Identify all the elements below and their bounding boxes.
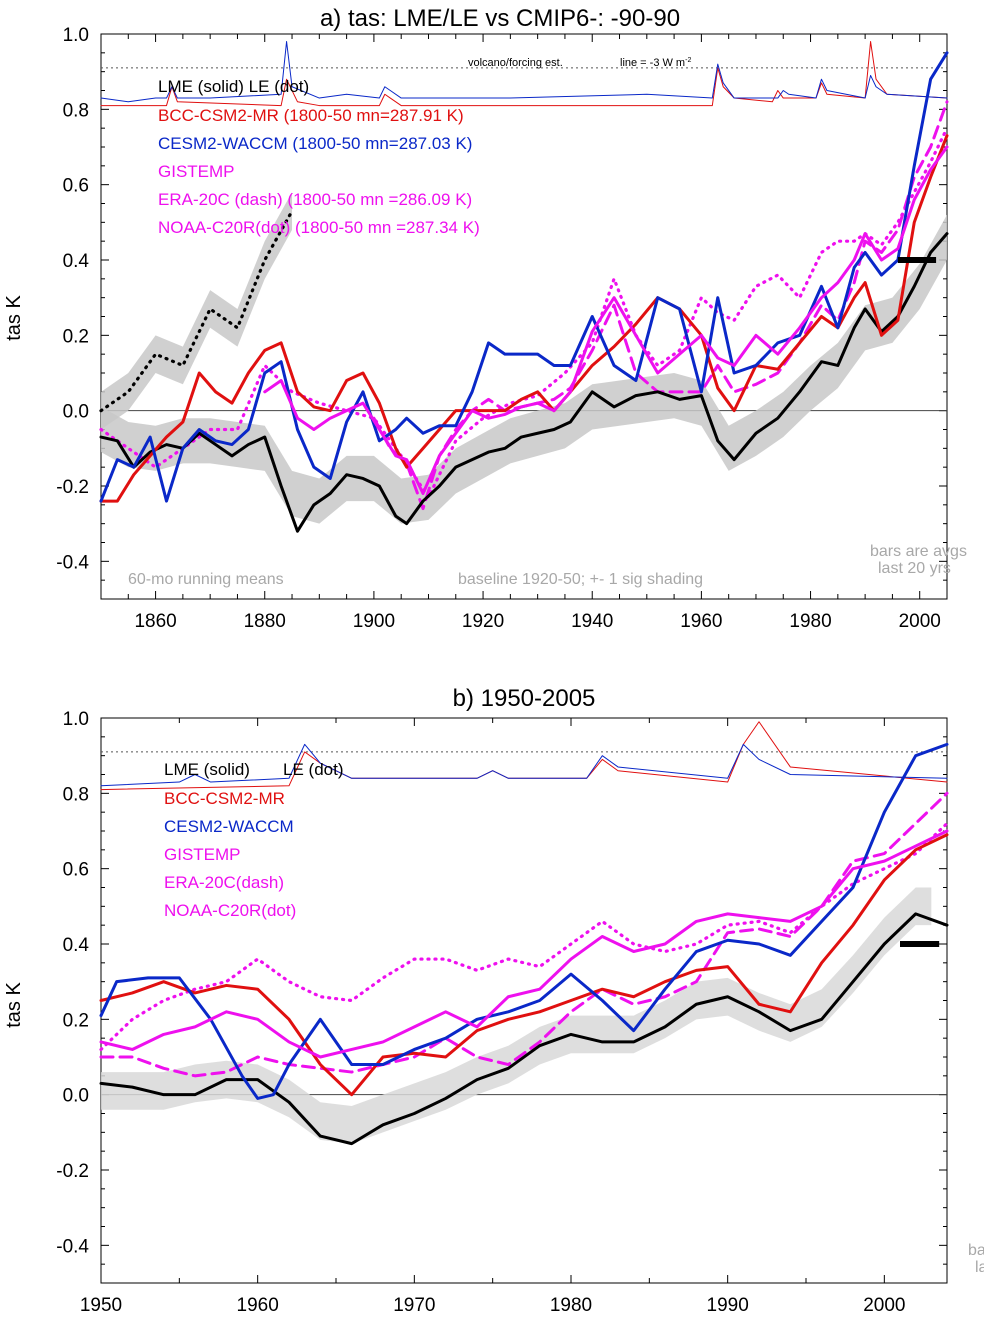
panel-b-legend: LME (solid) LE (dot) BCC-CSM2-MR CESM2-W… bbox=[164, 760, 344, 920]
panel-a-plot: 1860 1880 1900 1920 1940 1960 1980 2000 -0.4 -0.2… bbox=[56, 25, 949, 632]
x-tick-label: 1920 bbox=[462, 611, 504, 632]
series-noaa-c20r-line bbox=[99, 821, 949, 1052]
running-means-note: 60-mo running means bbox=[128, 571, 284, 588]
y-tick-label: -0.2 bbox=[56, 1161, 89, 1182]
legend-gistemp: GISTEMP bbox=[158, 162, 235, 181]
panel-b-title: b) 1950-2005 bbox=[453, 685, 596, 712]
panel-a: a) tas: LME/LE vs CMIP6-: -90-90 tas K 1… bbox=[3, 5, 967, 632]
legend-noaa: NOAA-C20R(dot) (1800-50 mn =287.34 K) bbox=[158, 218, 480, 237]
legend-era20c: ERA-20C (dash) (1800-50 mn =286.09 K) bbox=[158, 190, 472, 209]
x-tick-label: 2000 bbox=[899, 611, 941, 632]
x-tick-label: 1860 bbox=[134, 611, 176, 632]
panel-b-ylabel: tas K bbox=[3, 982, 25, 1028]
x-tick-label: 1980 bbox=[550, 1295, 592, 1316]
series-volcano-blue bbox=[100, 41, 948, 103]
legend-noaa: NOAA-C20R(dot) bbox=[164, 901, 296, 920]
series-lme-line bbox=[99, 912, 949, 1146]
legend-cesm2: CESM2-WACCM (1800-50 mn=287.03 K) bbox=[158, 134, 472, 153]
x-tick-label: 1880 bbox=[244, 611, 286, 632]
y-tick-label: 0.4 bbox=[63, 251, 90, 272]
y-tick-label: 0.6 bbox=[63, 176, 89, 197]
panel-a-title: a) tas: LME/LE vs CMIP6-: -90-90 bbox=[320, 5, 680, 32]
panel-a-legend: LME (solid) LE (dot) BCC-CSM2-MR (1800-5… bbox=[158, 77, 480, 237]
bars-note-2: last 20 yrs bbox=[878, 560, 951, 577]
series-volcano-red bbox=[100, 41, 948, 107]
legend-bcc: BCC-CSM2-MR (1800-50 mn=287.91 K) bbox=[158, 106, 464, 125]
y-tick-label: 0.8 bbox=[63, 784, 89, 805]
legend-lme-le: LME (solid) LE (dot) bbox=[164, 760, 344, 779]
y-tick-label: 0.8 bbox=[63, 100, 89, 121]
y-tick-label: 0.0 bbox=[63, 1086, 89, 1107]
series-bcc-csm2-mr-line bbox=[99, 134, 949, 503]
y-tick-label: 1.0 bbox=[63, 709, 89, 730]
x-tick-label: 1940 bbox=[571, 611, 613, 632]
x-tick-label: 1970 bbox=[393, 1295, 435, 1316]
series-cesm2-waccm-line bbox=[99, 742, 949, 1100]
series-volcano-blue bbox=[100, 743, 948, 787]
x-tick-label: 1980 bbox=[789, 611, 831, 632]
series-gistemp-line bbox=[263, 145, 949, 496]
line-label: line = -3 W m-2 bbox=[620, 57, 691, 69]
legend-era20c: ERA-20C(dash) bbox=[164, 873, 284, 892]
y-tick-label: 0.2 bbox=[63, 326, 89, 347]
y-tick-label: 0.0 bbox=[63, 402, 89, 423]
y-tick-label: 0.6 bbox=[63, 860, 89, 881]
band-lme-band bbox=[101, 214, 947, 524]
bars-note-1: bars are avgs bbox=[870, 543, 967, 560]
y-tick-label: 1.0 bbox=[63, 25, 89, 46]
bars-note-1-clipped: ba bbox=[968, 1242, 984, 1259]
y-tick-label: -0.4 bbox=[56, 1236, 89, 1257]
y-tick-label: -0.4 bbox=[56, 552, 89, 573]
x-tick-label: 1960 bbox=[680, 611, 722, 632]
y-tick-label: -0.2 bbox=[56, 477, 89, 498]
band-le-band bbox=[101, 192, 293, 430]
y-tick-label: 0.2 bbox=[63, 1010, 89, 1031]
legend-cesm2: CESM2-WACCM bbox=[164, 817, 294, 836]
series-le-line bbox=[99, 209, 294, 413]
series-gistemp-line bbox=[99, 829, 949, 1059]
series-bcc-csm2-mr-line bbox=[99, 833, 949, 1097]
volcano-label: volcano/forcing est. bbox=[468, 57, 563, 69]
x-tick-label: 1960 bbox=[237, 1295, 279, 1316]
series-cesm2-waccm-line bbox=[99, 51, 949, 503]
series-lme-line bbox=[99, 232, 949, 533]
x-tick-label: 2000 bbox=[863, 1295, 905, 1316]
legend-lme-le: LME (solid) LE (dot) bbox=[158, 77, 309, 96]
legend-bcc: BCC-CSM2-MR bbox=[164, 789, 285, 808]
x-tick-label: 1990 bbox=[707, 1295, 749, 1316]
x-tick-label: 1950 bbox=[80, 1295, 122, 1316]
panel-a-ylabel: tas K bbox=[3, 295, 25, 341]
legend-gistemp: GISTEMP bbox=[164, 845, 241, 864]
panel-b-plot: 1950 1960 1970 1980 1990 2000 -0.4 -0.2 0.0 0.2 0.… bbox=[56, 709, 949, 1316]
x-tick-label: 1900 bbox=[353, 611, 395, 632]
bars-note-2-clipped: la bbox=[975, 1259, 984, 1276]
panel-b: b) 1950-2005 tas K 1950 1960 1970 1980 1990 2… bbox=[3, 685, 984, 1316]
series-era-20c-line bbox=[99, 791, 949, 1078]
y-tick-label: 0.4 bbox=[63, 935, 90, 956]
baseline-note: baseline 1920-50; +- 1 sig shading bbox=[458, 571, 703, 588]
